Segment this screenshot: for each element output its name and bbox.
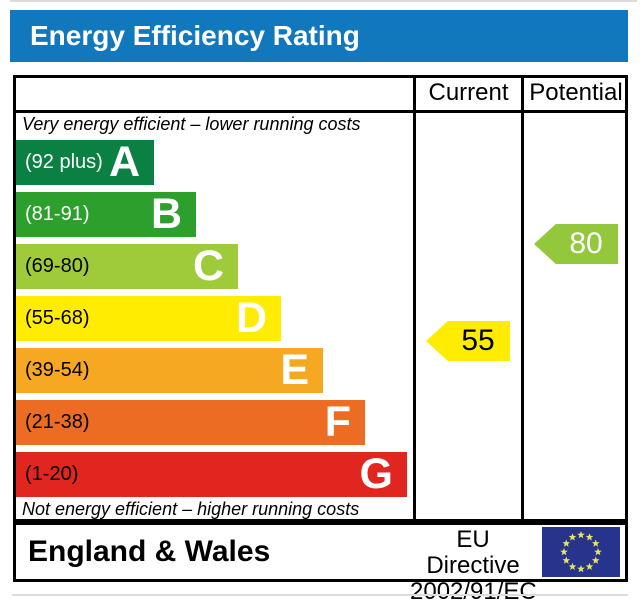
band-row: (39-54) E: [16, 348, 323, 393]
band-range-label: (69-80): [25, 255, 90, 277]
band-row: (55-68) D: [16, 296, 281, 341]
eu-directive-line1: EU Directive: [426, 526, 520, 579]
band-row: (1-20) G: [16, 452, 407, 497]
band-row: (69-80) C: [16, 244, 238, 289]
eu-flag-stars: [560, 531, 602, 573]
band-letter: B: [150, 190, 182, 238]
column-header-potential: Potential: [529, 78, 623, 106]
eu-flag-star: [594, 548, 602, 556]
band-letter: A: [108, 138, 140, 186]
eu-flag-star: [568, 533, 577, 541]
eu-flag-star: [568, 562, 577, 570]
band-letter: E: [280, 346, 309, 394]
band-letter: D: [235, 294, 267, 342]
band-range-label: (39-54): [25, 359, 90, 381]
eu-flag-star: [577, 565, 585, 573]
top-divider: [10, 0, 637, 2]
potential-column-divider: [521, 75, 524, 522]
eu-flag-star: [562, 556, 571, 564]
page-title: Energy Efficiency Rating: [10, 10, 628, 62]
band-row: (92 plus) A: [16, 140, 154, 185]
eu-flag-star: [591, 556, 600, 564]
column-header-current: Current: [428, 78, 509, 106]
eu-directive-line2: 2002/91/EC: [410, 578, 537, 602]
band-range-label: (1-20): [25, 463, 79, 485]
band-row: (81-91) B: [16, 192, 196, 237]
current-column-divider: [413, 75, 416, 522]
eu-flag-star: [585, 533, 594, 541]
bottom-divider: [12, 594, 628, 596]
eu-flag-icon: [542, 527, 620, 577]
top-note: Very energy efficient – lower running co…: [22, 114, 361, 134]
band-range-label: (81-91): [25, 203, 90, 225]
region-label: England & Wales: [28, 535, 271, 568]
band-range-label: (92 plus): [25, 151, 103, 173]
eu-flag-star: [560, 548, 568, 556]
bottom-note: Not energy efficient – higher running co…: [22, 499, 360, 519]
eu-directive-label: EU Directive 2002/91/EC: [410, 526, 537, 602]
footer-frame: [13, 522, 628, 582]
band-row: (21-38) F: [16, 400, 365, 445]
band-letter: F: [324, 398, 351, 446]
band-letter: C: [192, 242, 224, 290]
band-range-label: (21-38): [25, 411, 90, 433]
eu-flag-star: [591, 539, 600, 547]
header-underline: [13, 110, 628, 113]
eu-flag-star: [562, 539, 571, 547]
eu-flag-star: [585, 562, 594, 570]
band-range-label: (55-68): [25, 307, 90, 329]
eu-flag-star: [577, 531, 585, 539]
band-letter: G: [359, 450, 393, 498]
